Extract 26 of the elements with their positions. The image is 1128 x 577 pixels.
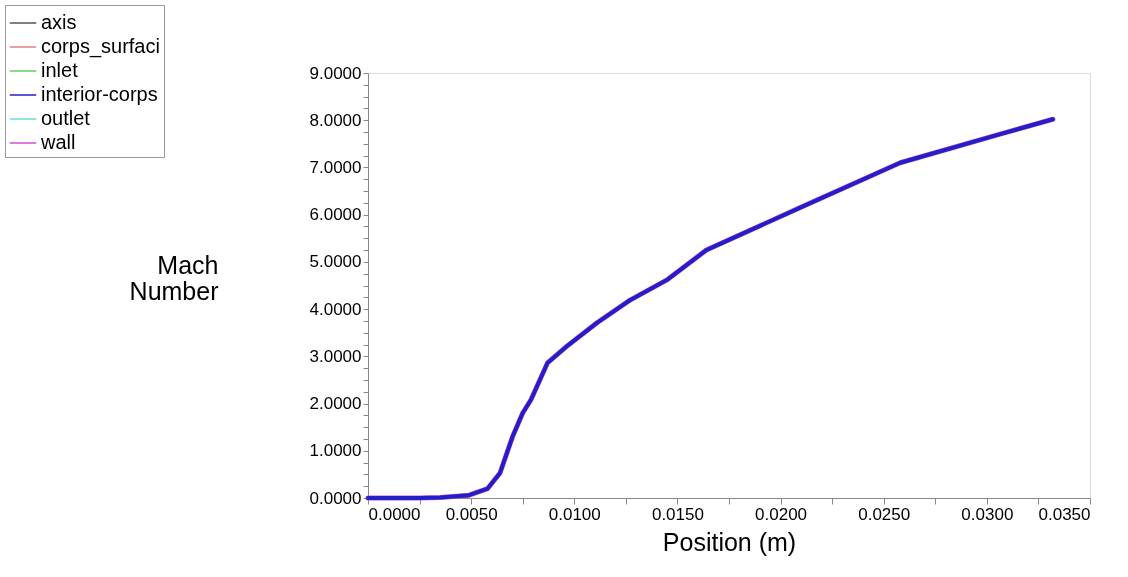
x-axis-title: Position (m) — [662, 527, 797, 556]
y-tick-label: 7.0000 — [309, 157, 362, 177]
legend-label: corps_surfaci — [41, 35, 160, 58]
y-tick-label: 9.0000 — [309, 63, 362, 83]
x-tick-label: 0.0100 — [548, 504, 601, 524]
y-axis-title: Mach Number — [129, 251, 219, 305]
y-tick-label: 1.0000 — [309, 441, 362, 461]
legend-label: wall — [40, 131, 76, 153]
x-tick-label: 0.0250 — [858, 504, 911, 524]
legend-label: axis — [41, 11, 77, 33]
x-tick-label: 0.0150 — [651, 504, 704, 524]
x-tick-label: 0.0300 — [961, 504, 1014, 524]
y-tick-label: 3.0000 — [309, 346, 362, 366]
x-tick-label: 0.0200 — [755, 504, 808, 524]
x-tick-label: 0.0050 — [445, 504, 498, 524]
y-tick-label: 5.0000 — [309, 252, 362, 272]
y-tick-label: 2.0000 — [309, 394, 362, 414]
y-tick-label: 4.0000 — [309, 299, 362, 319]
legend-label: inlet — [41, 59, 79, 81]
legend-label: interior-corps — [41, 83, 158, 105]
x-tick-label: 0.0000 — [368, 504, 421, 524]
x-tick-label: 0.0350 — [1038, 504, 1091, 524]
y-tick-label: 0.0000 — [309, 488, 362, 508]
y-tick-label: 6.0000 — [309, 205, 362, 225]
legend-label: outlet — [41, 107, 91, 129]
y-tick-label: 8.0000 — [309, 110, 362, 130]
